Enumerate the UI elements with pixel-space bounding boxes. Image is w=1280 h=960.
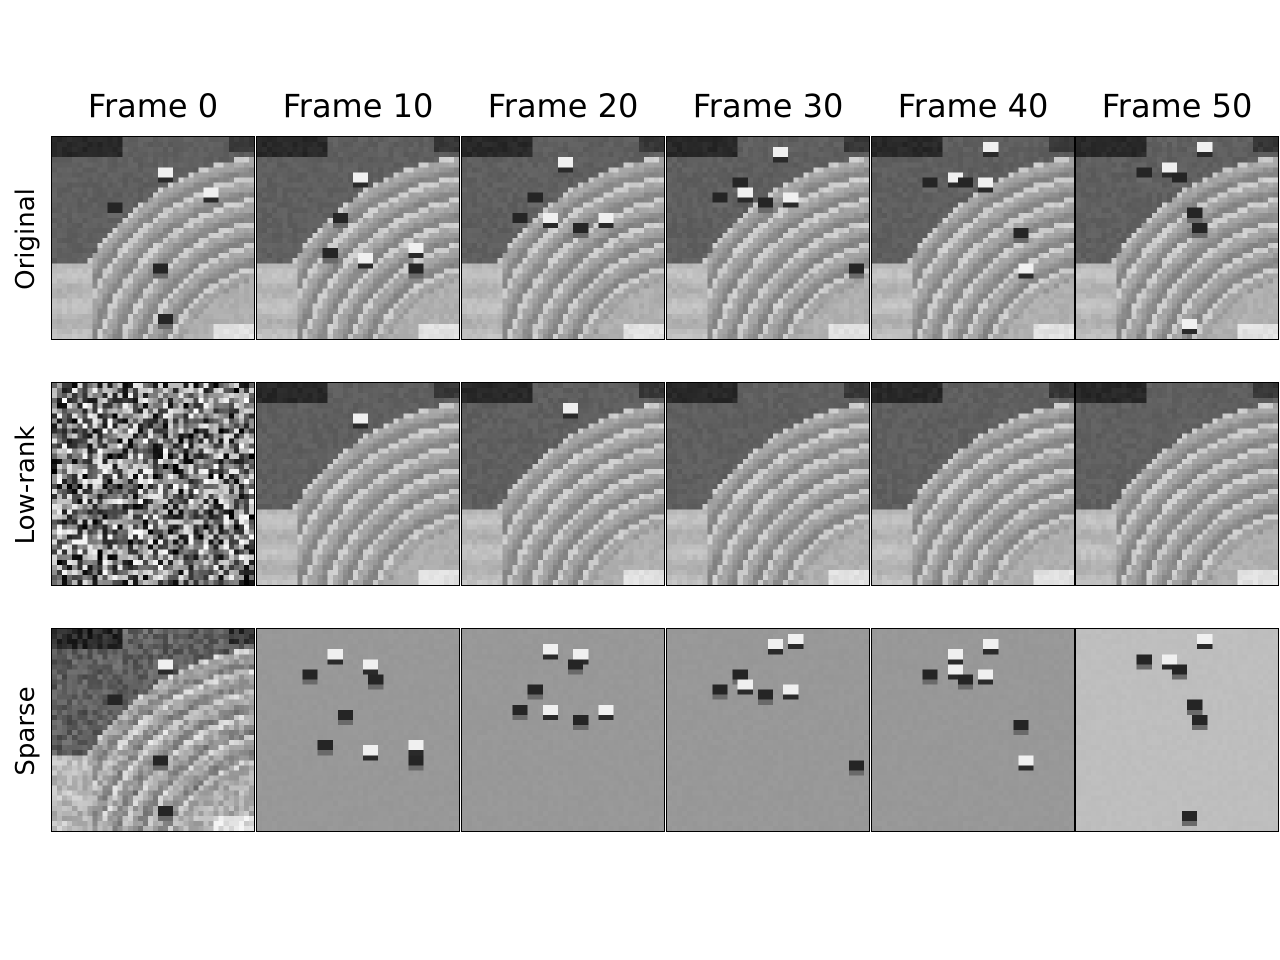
frame-image (462, 137, 664, 339)
column-title-frame-40: Frame 40 (897, 87, 1049, 125)
panel-original-frame-20 (461, 136, 665, 340)
panel-low-rank-frame-20 (461, 382, 665, 586)
panel-sparse-frame-30 (666, 628, 870, 832)
panel-sparse-frame-40 (871, 628, 1075, 832)
column-title-frame-50: Frame 50 (1101, 87, 1253, 125)
frame-image (872, 383, 1074, 585)
row-label-sparse: Sparse (11, 686, 41, 776)
column-title-frame-0: Frame 0 (87, 87, 219, 125)
frame-image (462, 383, 664, 585)
panel-low-rank-frame-0 (51, 382, 255, 586)
frame-image (52, 383, 254, 585)
frame-image (52, 629, 254, 831)
panel-low-rank-frame-10 (256, 382, 460, 586)
panel-low-rank-frame-40 (871, 382, 1075, 586)
column-title-frame-20: Frame 20 (487, 87, 639, 125)
panel-low-rank-frame-30 (666, 382, 870, 586)
frame-image (1076, 629, 1278, 831)
frame-image (667, 137, 869, 339)
panel-sparse-frame-10 (256, 628, 460, 832)
panel-sparse-frame-50 (1075, 628, 1279, 832)
panel-sparse-frame-20 (461, 628, 665, 832)
panel-sparse-frame-0 (51, 628, 255, 832)
frame-image (667, 629, 869, 831)
panel-original-frame-0 (51, 136, 255, 340)
panel-original-frame-10 (256, 136, 460, 340)
column-title-frame-10: Frame 10 (282, 87, 434, 125)
frame-image (257, 629, 459, 831)
frame-image (1076, 383, 1278, 585)
frame-image (872, 629, 1074, 831)
panel-low-rank-frame-50 (1075, 382, 1279, 586)
column-title-frame-30: Frame 30 (692, 87, 844, 125)
frame-image (1076, 137, 1278, 339)
panel-original-frame-50 (1075, 136, 1279, 340)
panel-original-frame-30 (666, 136, 870, 340)
frame-image (872, 137, 1074, 339)
frame-image (462, 629, 664, 831)
frame-image (667, 383, 869, 585)
panel-original-frame-40 (871, 136, 1075, 340)
frame-image (52, 137, 254, 339)
row-label-low-rank: Low-rank (11, 425, 41, 545)
frame-image (257, 137, 459, 339)
frame-image (257, 383, 459, 585)
row-label-original: Original (11, 188, 41, 290)
